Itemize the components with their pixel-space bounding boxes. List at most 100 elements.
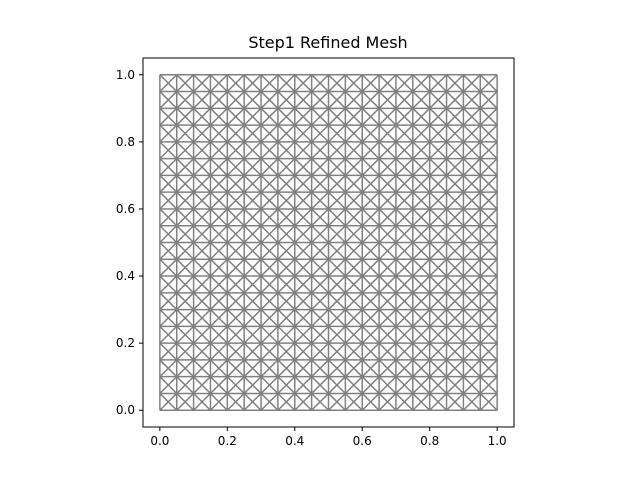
- mesh-diagonal-edge: [243, 325, 262, 344]
- mesh-diagonal-edge: [327, 342, 363, 378]
- mesh-diagonal-edge: [479, 124, 498, 143]
- mesh-diagonal-edge: [243, 174, 262, 193]
- mesh-diagonal-edge: [277, 74, 296, 93]
- mesh-diagonal-edge: [159, 309, 178, 327]
- mesh-diagonal-edge: [395, 107, 414, 126]
- mesh-diagonal-edge: [344, 107, 363, 126]
- mesh-diagonal-edge: [412, 107, 431, 126]
- mesh-diagonal-edge: [395, 158, 414, 176]
- mesh-diagonal-edge: [226, 124, 245, 143]
- mesh-diagonal-edge: [294, 107, 330, 143]
- mesh-diagonal-edge: [176, 392, 195, 411]
- mesh-diagonal-edge: [344, 158, 363, 176]
- mesh-diagonal-edge: [361, 124, 380, 143]
- mesh-diagonal-edge: [176, 174, 195, 193]
- mesh-diagonal-edge: [429, 359, 448, 378]
- mesh-diagonal-edge: [412, 174, 431, 193]
- mesh-diagonal-edge: [294, 74, 330, 109]
- mesh-diagonal-edge: [446, 275, 464, 294]
- mesh-diagonal-edge: [277, 91, 296, 109]
- mesh-diagonal-edge: [395, 191, 414, 210]
- mesh-diagonal-edge: [361, 225, 380, 244]
- mesh-diagonal-edge: [446, 208, 464, 227]
- mesh-diagonal-edge: [159, 225, 178, 244]
- mesh-diagonal-edge: [277, 191, 296, 210]
- mesh-diagonal-edge: [243, 309, 262, 327]
- mesh-diagonal-edge: [462, 392, 481, 411]
- mesh-diagonal-edge: [159, 342, 195, 378]
- mesh-diagonal-edge: [311, 376, 330, 394]
- mesh-diagonal-edge: [159, 359, 178, 378]
- mesh-diagonal-edge: [412, 141, 431, 160]
- mesh-diagonal-edge: [395, 241, 414, 260]
- mesh-diagonal-edge: [294, 208, 330, 244]
- mesh-diagonal-edge: [327, 241, 363, 277]
- mesh-diagonal-edge: [446, 91, 464, 109]
- mesh-diagonal-edge: [395, 376, 431, 411]
- mesh-diagonal-edge: [193, 74, 211, 93]
- mesh-diagonal-edge: [395, 275, 414, 294]
- mesh-diagonal-edge: [479, 141, 498, 160]
- mesh-diagonal-edge: [327, 342, 346, 361]
- mesh-diagonal-edge: [429, 392, 448, 411]
- mesh-diagonal-edge: [159, 376, 178, 394]
- y-tick-label: 0.2: [116, 336, 135, 350]
- mesh-diagonal-edge: [361, 174, 397, 210]
- mesh-diagonal-edge: [446, 174, 464, 193]
- mesh-diagonal-edge: [260, 107, 279, 126]
- mesh-diagonal-edge: [479, 292, 498, 311]
- mesh-diagonal-edge: [395, 309, 414, 327]
- mesh-diagonal-edge: [462, 325, 481, 344]
- mesh-diagonal-edge: [193, 107, 211, 126]
- mesh-diagonal-edge: [193, 174, 211, 193]
- mesh-diagonal-edge: [344, 208, 363, 227]
- mesh-diagonal-edge: [327, 74, 346, 93]
- mesh-diagonal-edge: [361, 342, 397, 378]
- mesh-diagonal-edge: [479, 91, 498, 109]
- mesh-diagonal-edge: [479, 325, 498, 344]
- mesh-diagonal-edge: [193, 107, 228, 143]
- mesh-diagonal-edge: [412, 124, 431, 143]
- mesh-diagonal-edge: [344, 292, 363, 311]
- mesh-diagonal-edge: [412, 342, 431, 361]
- mesh-diagonal-edge: [294, 376, 330, 411]
- mesh-diagonal-edge: [243, 141, 262, 160]
- mesh-diagonal-edge: [395, 275, 431, 311]
- mesh-diagonal-edge: [176, 191, 195, 210]
- mesh-diagonal-edge: [209, 292, 228, 311]
- mesh-diagonal-edge: [395, 124, 414, 143]
- mesh-diagonal-edge: [209, 191, 228, 210]
- mesh-diagonal-edge: [327, 359, 346, 378]
- mesh-diagonal-edge: [260, 174, 296, 210]
- mesh-diagonal-edge: [327, 124, 346, 143]
- mesh-diagonal-edge: [344, 309, 363, 327]
- mesh-diagonal-edge: [361, 275, 397, 311]
- mesh-diagonal-edge: [226, 208, 262, 244]
- mesh-diagonal-edge: [159, 174, 178, 193]
- mesh-diagonal-edge: [311, 107, 330, 126]
- mesh-diagonal-edge: [176, 309, 195, 327]
- mesh-diagonal-edge: [479, 275, 498, 294]
- mesh-diagonal-edge: [159, 392, 178, 411]
- mesh-diagonal-edge: [412, 309, 431, 327]
- mesh-diagonal-edge: [294, 174, 313, 193]
- mesh-diagonal-edge: [209, 392, 228, 411]
- mesh-diagonal-edge: [226, 359, 245, 378]
- mesh-diagonal-edge: [378, 174, 397, 193]
- mesh-diagonal-edge: [429, 107, 464, 143]
- mesh-diagonal-edge: [159, 107, 178, 126]
- mesh-diagonal-edge: [176, 208, 195, 227]
- mesh-diagonal-edge: [327, 174, 363, 210]
- mesh-diagonal-edge: [429, 309, 448, 327]
- mesh-diagonal-edge: [479, 376, 498, 394]
- mesh-diagonal-edge: [243, 275, 262, 294]
- mesh-diagonal-edge: [361, 376, 380, 394]
- mesh-diagonal-edge: [344, 174, 363, 193]
- mesh-diagonal-edge: [412, 275, 431, 294]
- mesh-diagonal-edge: [378, 325, 397, 344]
- mesh-diagonal-edge: [176, 91, 195, 109]
- mesh-diagonal-edge: [378, 158, 397, 176]
- mesh-diagonal-edge: [378, 309, 397, 327]
- mesh-diagonal-edge: [294, 141, 313, 160]
